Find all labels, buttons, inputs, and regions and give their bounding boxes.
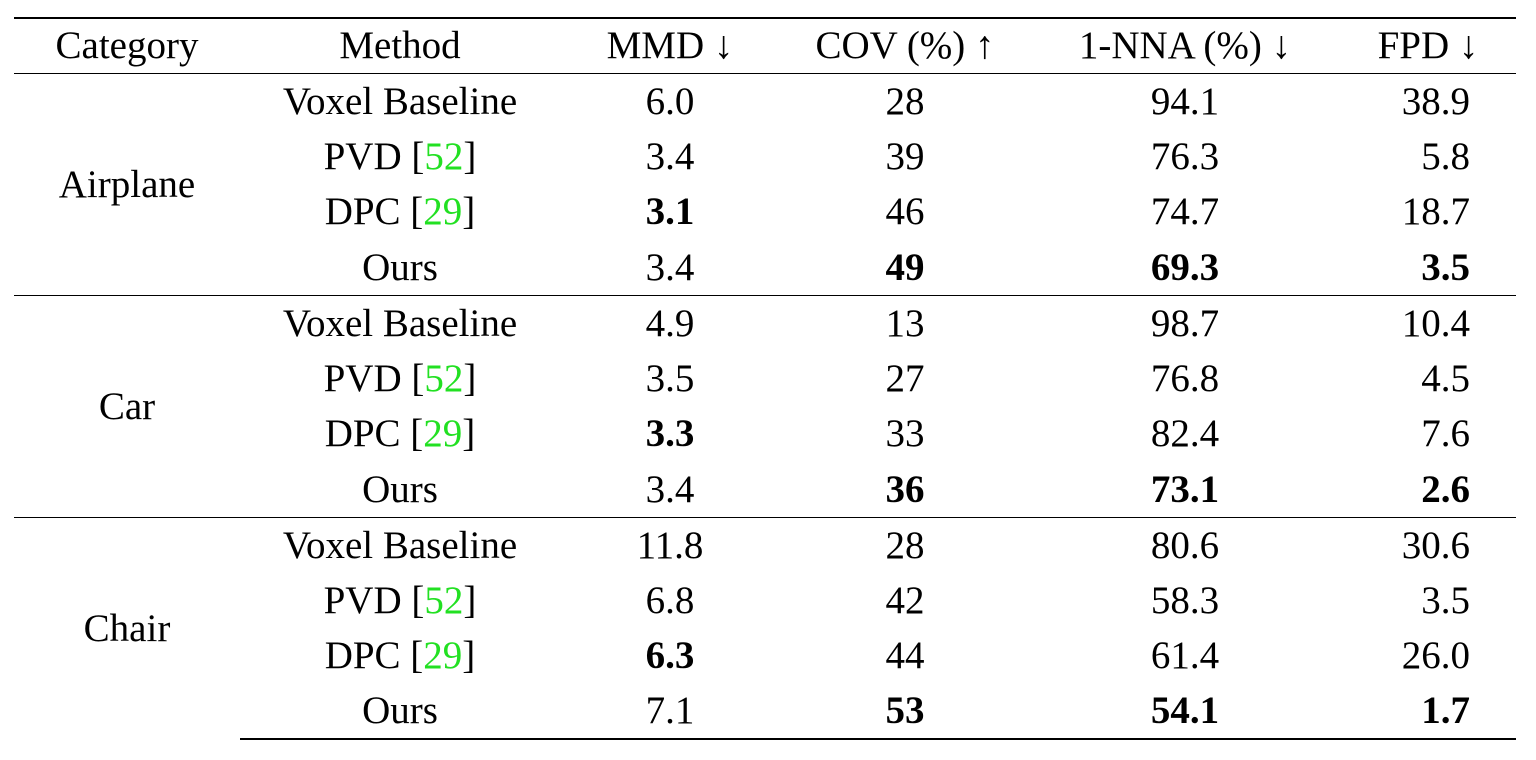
value-cell: 11.8 <box>560 516 780 573</box>
value-cell: 98.7 <box>1030 294 1340 351</box>
header-cell: FPD ↓ <box>1340 17 1516 74</box>
row: Ours 7.1 53 54.1 1.7 <box>14 683 1516 740</box>
header-cell: Method <box>240 17 560 74</box>
value-cell: 3.5 <box>1421 578 1470 622</box>
value-cell: 80.6 <box>1030 516 1340 573</box>
value-cell: 3.3 <box>645 412 695 456</box>
method-cell: PVD [52] <box>323 134 477 178</box>
group: Chair Voxel Baseline 11.8 28 80.6 30.6 PVD [52… <box>14 516 1516 740</box>
method-cell: DPC [29] <box>324 412 476 456</box>
method-cell: PVD [52] <box>323 356 477 400</box>
header-cell: COV (%) ↑ <box>780 17 1030 74</box>
value-cell: 3.4 <box>645 245 695 289</box>
group: Car Voxel Baseline 4.9 13 98.7 10.4 PVD [52] 3.… <box>14 294 1516 518</box>
category-cell: Car <box>14 294 240 517</box>
category-cell: Chair <box>14 516 240 739</box>
value-cell: 28 <box>780 516 1030 573</box>
header-cell: 1-NNA (%) ↓ <box>1030 17 1340 74</box>
value-cell: 53 <box>780 683 1030 740</box>
value-cell: 13 <box>780 294 1030 351</box>
value-cell: 76.8 <box>1150 356 1220 400</box>
citation[interactable]: 52 <box>424 356 464 400</box>
citation[interactable]: 29 <box>423 412 463 456</box>
row: Airplane Voxel Baseline 6.0 28 94.1 38.9 <box>14 72 1516 295</box>
row: PVD [52] 3.4 39 76.3 5.8 <box>14 129 1516 185</box>
header-row: Category Method MMD ↓ COV (%) ↑ 1-NNA (%) ↓ F… <box>14 17 1516 74</box>
row: DPC [29] 6.3 44 61.4 26.0 <box>14 628 1516 684</box>
citation[interactable]: 29 <box>423 634 463 678</box>
method-cell: PVD [52] <box>323 578 477 622</box>
value-cell: 2.6 <box>1421 467 1470 511</box>
method-cell: DPC [29] <box>324 190 476 234</box>
row: Ours 3.4 36 73.1 2.6 <box>14 462 1516 518</box>
group: Airplane Voxel Baseline 6.0 28 94.1 38.9 PVD [… <box>14 72 1516 296</box>
value-cell: 5.8 <box>1421 134 1470 178</box>
value-cell: 82.4 <box>1150 412 1220 456</box>
value-cell: 6.3 <box>645 634 695 678</box>
value-cell: 7.1 <box>560 683 780 740</box>
value-cell: 3.5 <box>645 356 695 400</box>
method-cell: Ours <box>362 467 438 511</box>
value-cell: 38.9 <box>1340 72 1516 129</box>
citation[interactable]: 52 <box>424 578 464 622</box>
row: DPC [29] 3.3 33 82.4 7.6 <box>14 406 1516 462</box>
value-cell: 7.6 <box>1421 412 1470 456</box>
citation[interactable]: 52 <box>424 134 464 178</box>
value-cell: 3.1 <box>645 190 695 234</box>
method-cell: Voxel Baseline <box>240 294 560 351</box>
value-cell: 3.4 <box>645 467 695 511</box>
value-cell: 28 <box>780 72 1030 129</box>
category-cell: Airplane <box>14 72 240 295</box>
value-cell: 36 <box>885 467 925 511</box>
table-header: Category Method MMD ↓ COV (%) ↑ 1-NNA (%) ↓ F… <box>14 17 1516 74</box>
value-cell: 61.4 <box>1150 634 1220 678</box>
row: PVD [52] 3.5 27 76.8 4.5 <box>14 351 1516 407</box>
results-table: Category Method MMD ↓ COV (%) ↑ 1-NNA (%) ↓ F… <box>14 17 1516 740</box>
value-cell: 76.3 <box>1150 134 1220 178</box>
value-cell: 27 <box>885 356 925 400</box>
method-cell: Voxel Baseline <box>240 516 560 573</box>
value-cell: 44 <box>885 634 925 678</box>
value-cell: 10.4 <box>1340 294 1516 351</box>
header-cell: MMD ↓ <box>560 17 780 74</box>
value-cell: 4.5 <box>1421 356 1470 400</box>
value-cell: 30.6 <box>1340 516 1516 573</box>
value-cell: 26.0 <box>1401 634 1470 678</box>
value-cell: 6.0 <box>560 72 780 129</box>
value-cell: 18.7 <box>1401 190 1470 234</box>
value-cell: 3.5 <box>1421 245 1470 289</box>
value-cell: 74.7 <box>1150 190 1220 234</box>
row: DPC [29] 3.1 46 74.7 18.7 <box>14 184 1516 240</box>
value-cell: 49 <box>885 245 925 289</box>
value-cell: 4.9 <box>560 294 780 351</box>
value-cell: 39 <box>885 134 925 178</box>
value-cell: 69.3 <box>1150 245 1220 289</box>
value-cell: 1.7 <box>1340 683 1516 740</box>
value-cell: 46 <box>885 190 925 234</box>
value-cell: 94.1 <box>1030 72 1340 129</box>
value-cell: 73.1 <box>1150 467 1220 511</box>
value-cell: 42 <box>885 578 925 622</box>
method-cell: DPC [29] <box>324 634 476 678</box>
header-cell: Category <box>14 17 240 74</box>
method-cell: Ours <box>362 245 438 289</box>
method-cell: Ours <box>240 683 560 740</box>
value-cell: 33 <box>885 412 925 456</box>
value-cell: 6.8 <box>645 578 695 622</box>
row: Car Voxel Baseline 4.9 13 98.7 10.4 <box>14 294 1516 517</box>
citation[interactable]: 29 <box>423 190 463 234</box>
value-cell: 3.4 <box>645 134 695 178</box>
row: Ours 3.4 49 69.3 3.5 <box>14 240 1516 296</box>
value-cell: 54.1 <box>1030 683 1340 740</box>
row: Chair Voxel Baseline 11.8 28 80.6 30.6 <box>14 516 1516 739</box>
value-cell: 58.3 <box>1150 578 1220 622</box>
method-cell: Voxel Baseline <box>240 72 560 129</box>
row: PVD [52] 6.8 42 58.3 3.5 <box>14 573 1516 629</box>
